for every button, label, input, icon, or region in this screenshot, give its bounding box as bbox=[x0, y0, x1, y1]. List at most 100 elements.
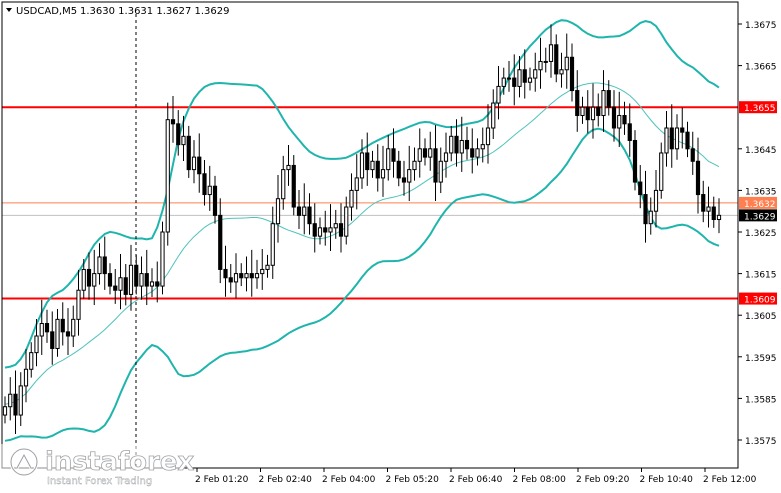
candle bbox=[228, 264, 233, 293]
candle bbox=[260, 249, 265, 290]
candle bbox=[76, 269, 81, 336]
moving-average-line bbox=[4, 82, 720, 405]
level-label-1: 1.3609 bbox=[744, 296, 776, 306]
candle bbox=[239, 263, 244, 287]
candle bbox=[349, 173, 354, 221]
y-tick-label: 1.3585 bbox=[745, 395, 777, 405]
candle bbox=[44, 309, 50, 343]
candle bbox=[391, 128, 396, 178]
candle bbox=[102, 236, 107, 290]
candle bbox=[13, 370, 18, 435]
candle bbox=[333, 209, 338, 239]
candle bbox=[317, 217, 323, 245]
candle bbox=[622, 101, 627, 135]
y-tick-label: 1.3645 bbox=[745, 146, 777, 156]
candle bbox=[454, 119, 459, 167]
candle bbox=[307, 193, 312, 235]
bollinger-lower-band bbox=[4, 127, 720, 442]
candle bbox=[380, 145, 386, 197]
header-arrow-icon bbox=[6, 8, 12, 12]
candle bbox=[155, 261, 160, 303]
candle bbox=[401, 160, 407, 196]
candle bbox=[527, 67, 533, 91]
candle bbox=[643, 170, 648, 243]
candle bbox=[139, 256, 144, 300]
candle bbox=[575, 70, 580, 132]
candle bbox=[296, 189, 302, 230]
candle bbox=[533, 52, 538, 92]
candle bbox=[422, 138, 428, 166]
candle bbox=[716, 198, 722, 234]
level-label-2-bg bbox=[739, 196, 777, 209]
candle bbox=[71, 305, 76, 347]
candle bbox=[522, 49, 527, 99]
candle bbox=[433, 125, 438, 202]
candle bbox=[375, 144, 380, 192]
candle bbox=[711, 196, 716, 228]
candle bbox=[674, 114, 680, 160]
candle bbox=[648, 197, 653, 235]
logo-circle-icon bbox=[9, 447, 39, 477]
candle bbox=[559, 52, 564, 88]
candle bbox=[701, 180, 706, 223]
candle bbox=[118, 254, 123, 310]
candle bbox=[554, 34, 559, 83]
candle bbox=[328, 204, 333, 251]
y-tick-label: 1.3575 bbox=[745, 437, 777, 447]
y-tick-label: 1.3665 bbox=[745, 63, 777, 73]
candle bbox=[580, 96, 585, 124]
candle bbox=[365, 132, 370, 186]
candle bbox=[338, 203, 344, 253]
candle bbox=[254, 259, 260, 289]
candle bbox=[344, 196, 349, 245]
candle bbox=[501, 67, 506, 95]
time-axis: 2 Feb 01:20 2 Feb 02:40 2 Feb 04:00 2 Feb 0… bbox=[195, 468, 757, 485]
level-label-1-bg bbox=[739, 292, 777, 305]
x-tick-label: 2 Feb 12:00 bbox=[703, 475, 757, 485]
candle bbox=[312, 203, 317, 253]
logo-brand-name: instaforex bbox=[45, 447, 195, 477]
candle bbox=[449, 125, 454, 162]
candle bbox=[144, 249, 149, 306]
candle bbox=[65, 308, 71, 355]
candle bbox=[538, 37, 543, 89]
candle bbox=[291, 155, 296, 216]
candle bbox=[659, 142, 664, 199]
candle bbox=[638, 165, 643, 209]
x-tick-label: 2 Feb 10:40 bbox=[640, 475, 694, 485]
candle bbox=[407, 145, 412, 202]
candle bbox=[396, 150, 401, 187]
candle bbox=[354, 154, 359, 210]
candle bbox=[123, 264, 128, 306]
candle bbox=[191, 140, 197, 184]
candle bbox=[480, 127, 485, 163]
candle bbox=[585, 90, 590, 134]
y-tick-label: 1.3625 bbox=[745, 229, 777, 239]
x-tick-label: 2 Feb 04:00 bbox=[322, 475, 376, 485]
candle bbox=[323, 210, 328, 246]
brand-logo: instaforex Instant Forex Trading bbox=[0, 444, 195, 489]
candle bbox=[275, 175, 281, 243]
candle bbox=[60, 302, 65, 346]
candle bbox=[569, 43, 575, 102]
candle bbox=[265, 254, 270, 278]
candle bbox=[50, 311, 55, 365]
candle bbox=[443, 132, 449, 178]
level-label-0: 1.3655 bbox=[744, 104, 776, 114]
x-tick-label: 2 Feb 05:20 bbox=[386, 475, 440, 485]
x-tick-label: 2 Feb 09:20 bbox=[576, 475, 630, 485]
candle bbox=[685, 121, 690, 158]
candle bbox=[286, 145, 291, 186]
current-price-label: 1.3629 bbox=[744, 212, 776, 222]
candle bbox=[165, 102, 170, 246]
header-symbol: USDCAD,M5 bbox=[16, 6, 77, 17]
candles bbox=[2, 24, 722, 435]
candle bbox=[212, 175, 218, 224]
candle bbox=[543, 47, 548, 73]
candle bbox=[107, 263, 113, 295]
candle bbox=[690, 131, 695, 175]
candle bbox=[475, 138, 480, 166]
candle bbox=[606, 80, 611, 116]
